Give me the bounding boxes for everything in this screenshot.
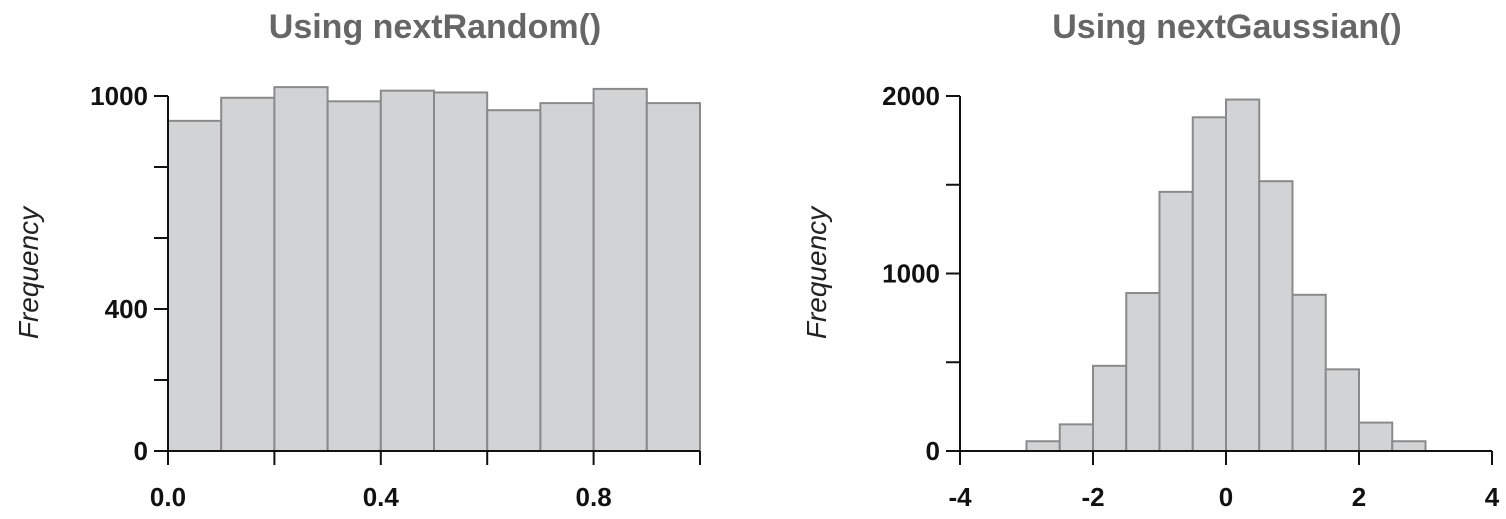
axes xyxy=(167,96,700,452)
histogram-bar xyxy=(433,91,489,452)
histogram-bar xyxy=(1058,423,1094,452)
histogram-bar xyxy=(1291,293,1327,452)
y-tick-label: 1000 xyxy=(882,259,940,289)
histogram-bar xyxy=(645,102,701,452)
y-tick-label: 0 xyxy=(926,436,940,466)
histogram-bar xyxy=(1191,116,1227,453)
x-tick-label: 0.4 xyxy=(363,482,400,512)
histogram-bar xyxy=(379,89,435,453)
x-tick-label: 4 xyxy=(1485,482,1500,512)
histogram-bar xyxy=(1092,364,1128,452)
histogram-bar xyxy=(1258,180,1294,452)
ticks: 0 400 1000 0.0 0.4 0.8 xyxy=(90,81,701,512)
histogram-bar xyxy=(167,119,223,452)
x-tick-label: 0.8 xyxy=(576,482,612,512)
x-tick-label: 2 xyxy=(1352,482,1366,512)
histogram-bar xyxy=(1391,440,1427,452)
y-tick-label: 0 xyxy=(134,436,148,466)
bars xyxy=(1025,98,1427,453)
ticks: 0 1000 2000 -4 -2 0 2 4 xyxy=(882,81,1500,512)
histogram-bar xyxy=(1225,98,1261,453)
chart-title: Using nextRandom() xyxy=(269,8,601,46)
histogram-bar xyxy=(539,102,595,452)
y-tick-label: 1000 xyxy=(90,81,148,111)
histogram-bar xyxy=(592,87,648,453)
histogram-bar xyxy=(1324,368,1360,453)
histogram-bar xyxy=(1125,292,1161,452)
x-tick-label: -2 xyxy=(1081,482,1104,512)
histogram-bar xyxy=(273,86,329,452)
histogram-bar xyxy=(220,96,276,453)
x-tick-label: 0.0 xyxy=(150,482,186,512)
y-tick-label: 400 xyxy=(105,294,148,324)
bars xyxy=(167,86,701,453)
x-tick-label: -4 xyxy=(948,482,972,512)
chart-title: Using nextGaussian() xyxy=(1052,8,1402,46)
histogram-bar xyxy=(1158,190,1194,452)
y-tick-label: 2000 xyxy=(882,81,940,111)
x-tick-label: 0 xyxy=(1219,482,1233,512)
histogram-bar xyxy=(1025,440,1061,452)
histogram-next-gaussian: Using nextGaussian() Frequency 0 1000 2000… xyxy=(801,8,1500,512)
histogram-bar xyxy=(1358,421,1394,453)
y-axis-label: Frequency xyxy=(13,205,44,339)
y-axis-label: Frequency xyxy=(801,205,832,339)
histogram-bar xyxy=(326,100,382,452)
histogram-next-random: Using nextRandom() Frequency 0 400 1000 0.0… xyxy=(13,8,701,512)
histogram-bar xyxy=(486,109,542,452)
